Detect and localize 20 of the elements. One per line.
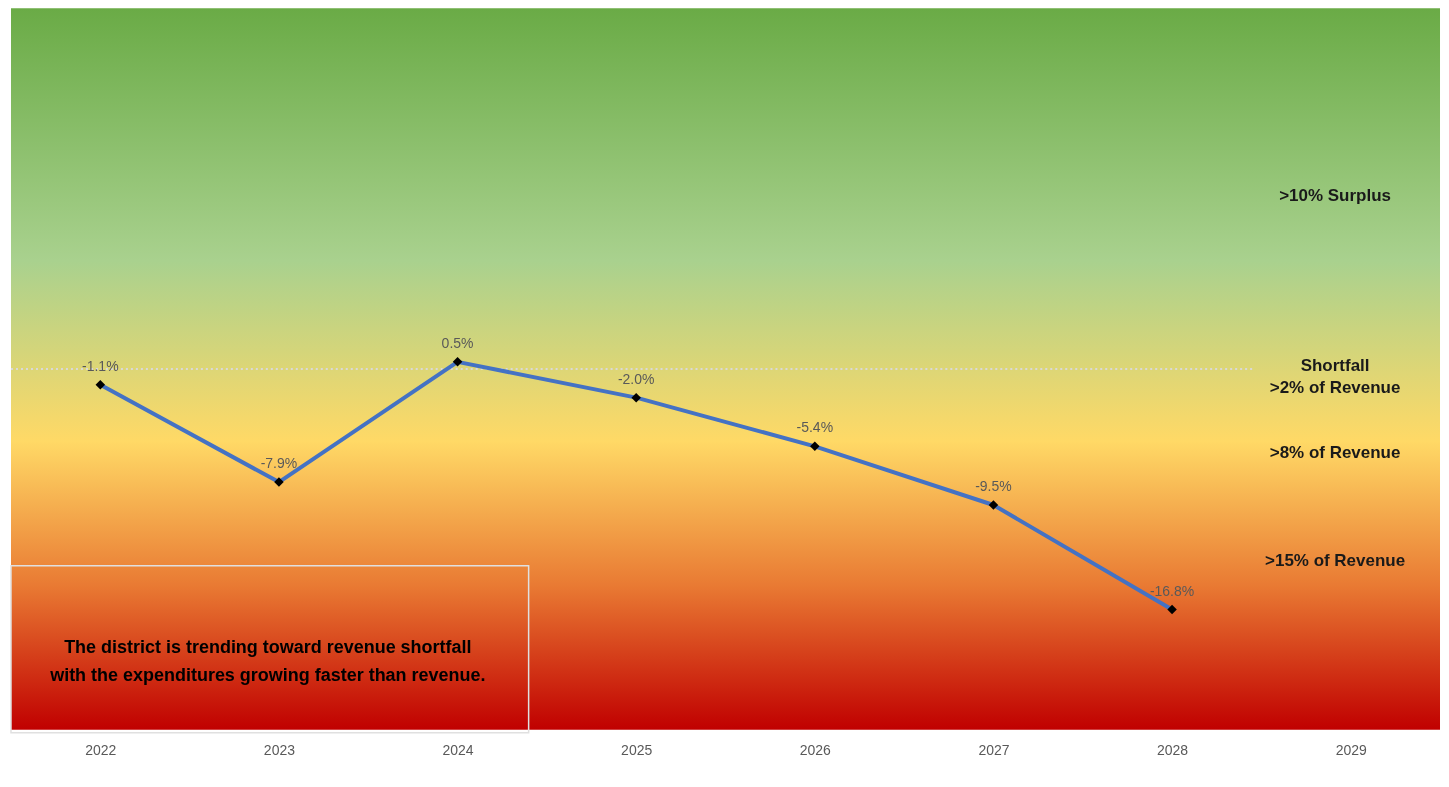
data-label: 0.5% xyxy=(441,334,474,351)
text: >10% Surplus xyxy=(1279,186,1391,206)
data-label: -2.0% xyxy=(617,370,655,387)
x-tick-label: 2028 xyxy=(1157,742,1189,759)
annotation: Shortfall >2% of Revenue xyxy=(1269,356,1401,397)
annotation: >8% of Revenue xyxy=(1269,442,1401,462)
data-label: -7.9% xyxy=(260,455,298,472)
data-label: -1.1% xyxy=(82,357,119,374)
annotation: >15% of Revenue xyxy=(1265,550,1406,570)
x-tick-label: 2025 xyxy=(621,742,653,759)
text: The district is trending toward revenue shortfall with the expenditures growing faster than revenue. xyxy=(49,636,486,685)
x-tick-label: 2023 xyxy=(263,742,296,759)
x-tick-label: 2024 xyxy=(442,742,474,759)
data-label: -5.4% xyxy=(796,419,834,436)
x-tick-label: 2026 xyxy=(799,742,832,759)
data-label: -16.8% xyxy=(1149,582,1195,599)
x-tick-label: 2022 xyxy=(85,742,117,759)
x-tick-label: 2029 xyxy=(1335,742,1367,759)
x-tick-label: 2027 xyxy=(978,742,1010,759)
data-label: -9.5% xyxy=(975,478,1012,495)
